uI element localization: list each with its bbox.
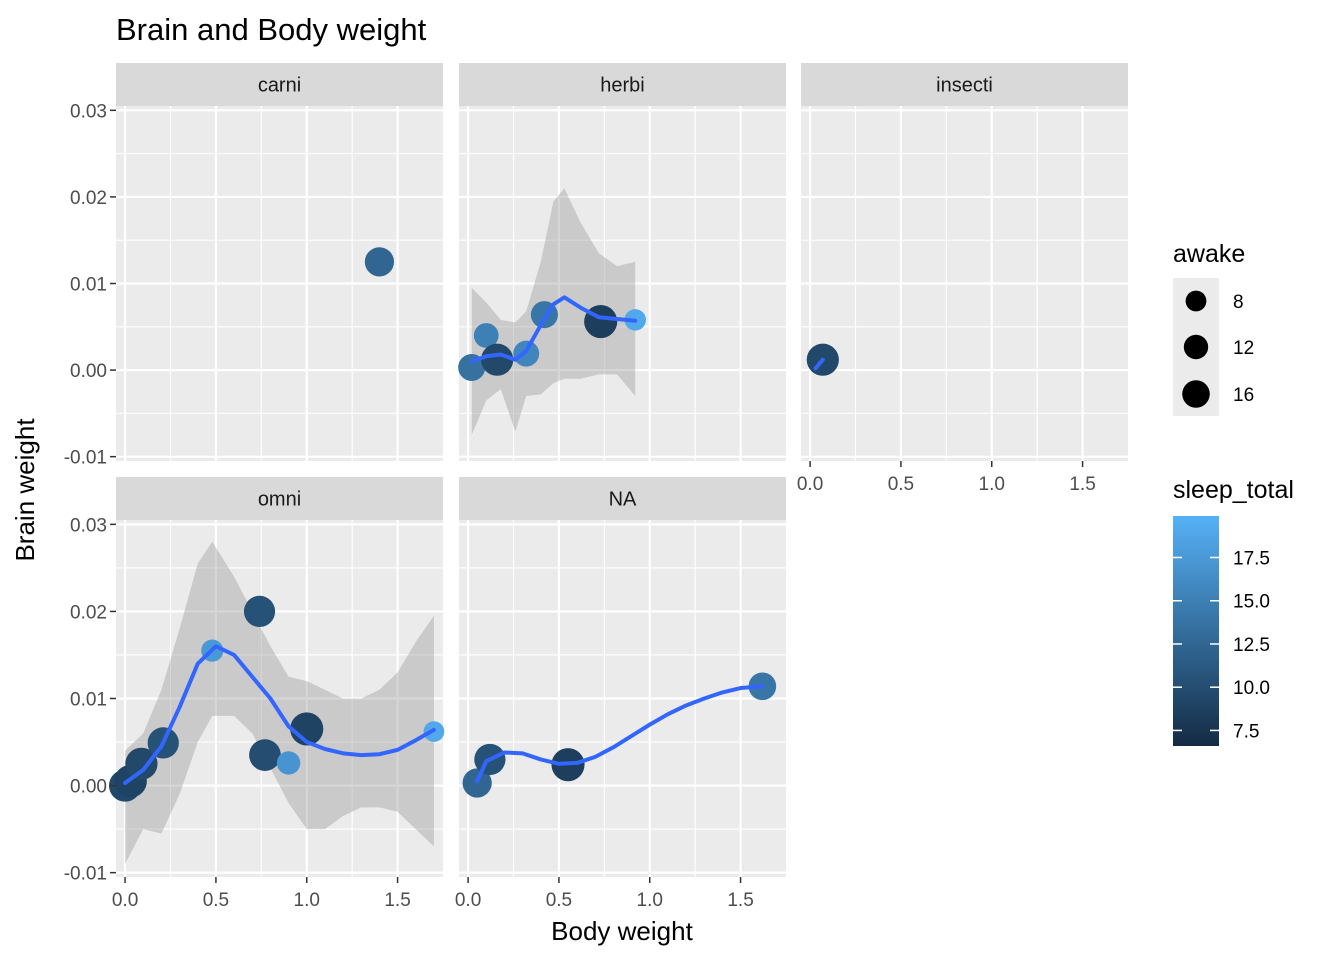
facet-strip-label: omni xyxy=(258,489,301,511)
smooth-line xyxy=(123,644,436,785)
data-point xyxy=(364,247,395,277)
data-point xyxy=(513,340,540,367)
y-tick-label: 0.00 xyxy=(70,361,107,382)
colorbar-label: 17.5 xyxy=(1233,549,1270,570)
facet-insecti: insecti 0.0 0.5 1.0 1.5 xyxy=(797,63,1128,495)
x-tick-label: 1.0 xyxy=(637,890,663,911)
x-tick-label: 1.5 xyxy=(384,890,410,911)
x-axis-title: Body weight xyxy=(551,916,693,946)
legend-size-key xyxy=(1185,290,1207,312)
colorbar-label: 7.5 xyxy=(1233,721,1259,742)
facet-strip xyxy=(116,63,443,106)
x-tick-label: 0.5 xyxy=(546,890,572,911)
legend-size-label: 8 xyxy=(1233,292,1244,313)
facet-strip-label: herbi xyxy=(600,75,644,97)
smooth-line xyxy=(475,684,765,784)
y-tick-label: 0.00 xyxy=(70,777,107,798)
legend-color-title: sleep_total xyxy=(1173,476,1294,504)
facet-strip xyxy=(459,63,786,106)
x-tick-label: 1.5 xyxy=(727,890,753,911)
data-point xyxy=(249,739,281,771)
legend-size-title: awake xyxy=(1173,240,1245,268)
data-point xyxy=(243,595,276,628)
facet-NA: NA 0.0 0.5 1.0 1.5 xyxy=(455,477,786,911)
legend-size-key xyxy=(1182,380,1210,408)
smooth-line xyxy=(469,295,638,364)
gridlines xyxy=(459,106,786,461)
y-tick-label: 0.01 xyxy=(70,690,107,711)
colorbar-label: 12.5 xyxy=(1233,635,1270,656)
y-tick-label: 0.03 xyxy=(70,515,107,536)
colorbar-label: 15.0 xyxy=(1233,592,1270,613)
gridlines xyxy=(116,106,443,461)
x-tick-label: 0.0 xyxy=(455,890,481,911)
data-point xyxy=(276,751,301,775)
facet-strip-label: insecti xyxy=(936,75,993,97)
y-tick-label: 0.01 xyxy=(70,275,107,296)
legends: awake 8 12 16 sleep_total 7.5 10.0 12.5 15.0 17.5 xyxy=(1173,240,1294,746)
smooth-line xyxy=(813,357,825,371)
facet-carni: carni -0.01 0.00 0.01 0.02 0.03 xyxy=(64,63,443,469)
legend-size-label: 12 xyxy=(1233,338,1254,359)
x-tick-label: 0.5 xyxy=(203,890,229,911)
y-tick-label: -0.01 xyxy=(64,864,107,885)
confidence-band xyxy=(125,541,434,864)
legend-size-label: 16 xyxy=(1233,385,1254,406)
x-tick-label: 0.0 xyxy=(112,890,138,911)
legend-size-key xyxy=(1183,334,1209,360)
y-tick-label: -0.01 xyxy=(64,448,107,469)
facet-panels: carni -0.01 0.00 0.01 0.02 0.03 herbi insecti 0.… xyxy=(64,63,1128,911)
colorbar-label: 10.0 xyxy=(1233,678,1270,699)
y-tick-label: 0.02 xyxy=(70,602,107,623)
x-tick-label: 0.0 xyxy=(797,474,823,495)
x-tick-label: 0.5 xyxy=(888,474,914,495)
facet-strip xyxy=(116,477,443,520)
colorbar xyxy=(1173,516,1219,746)
facet-strip xyxy=(459,477,786,520)
gridlines xyxy=(459,520,786,877)
facet-herbi: herbi xyxy=(458,63,786,461)
facet-strip-label: NA xyxy=(609,489,637,511)
y-tick-label: 0.03 xyxy=(70,101,107,122)
x-tick-label: 1.0 xyxy=(979,474,1005,495)
facet-strip-label: carni xyxy=(258,75,301,97)
data-point xyxy=(125,747,158,780)
data-point xyxy=(473,323,499,348)
y-tick-label: 0.02 xyxy=(70,188,107,209)
facet-strip xyxy=(801,63,1128,106)
y-axis-title: Brain weight xyxy=(10,418,40,562)
x-tick-label: 1.5 xyxy=(1069,474,1095,495)
facet-omni: omni -0.01 0.00 0.01 0.02 0.03 0.0 0.5 1.0 1.5 xyxy=(64,477,445,911)
x-tick-label: 1.0 xyxy=(294,890,320,911)
data-point xyxy=(481,343,514,376)
chart-title: Brain and Body weight xyxy=(116,12,427,47)
gridlines xyxy=(801,106,1128,461)
